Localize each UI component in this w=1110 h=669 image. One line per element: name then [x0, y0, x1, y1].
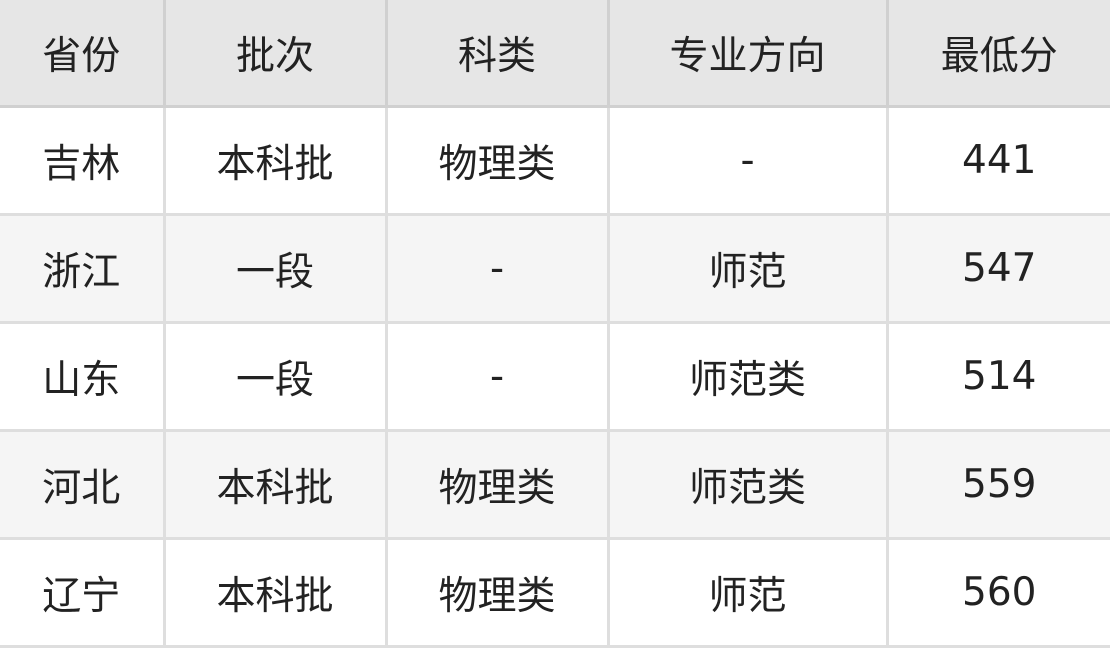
cell-min-score: 547 [885, 213, 1110, 324]
cell-min-score: 441 [885, 105, 1110, 216]
cell-major: - [606, 105, 889, 216]
header-batch: 批次 [162, 0, 388, 108]
cell-subject: - [384, 321, 610, 432]
cell-province: 浙江 [0, 213, 166, 324]
cell-major: 师范 [606, 537, 889, 648]
header-major: 专业方向 [606, 0, 889, 108]
cell-subject: 物理类 [384, 429, 610, 540]
cell-subject: 物理类 [384, 105, 610, 216]
cell-min-score: 559 [885, 429, 1110, 540]
cell-min-score: 560 [885, 537, 1110, 648]
header-row: 省份 批次 科类 专业方向 最低分 [0, 0, 1110, 108]
cell-subject: 物理类 [384, 537, 610, 648]
header-province: 省份 [0, 0, 166, 108]
table-row: 河北 本科批 物理类 师范类 559 [0, 429, 1110, 540]
cell-major: 师范 [606, 213, 889, 324]
cell-province: 吉林 [0, 105, 166, 216]
table-row: 辽宁 本科批 物理类 师范 560 [0, 537, 1110, 648]
cell-subject: - [384, 213, 610, 324]
cell-batch: 一段 [162, 321, 388, 432]
cell-min-score: 514 [885, 321, 1110, 432]
cell-province: 辽宁 [0, 537, 166, 648]
header-subject: 科类 [384, 0, 610, 108]
cell-batch: 本科批 [162, 537, 388, 648]
cell-batch: 本科批 [162, 429, 388, 540]
cell-province: 山东 [0, 321, 166, 432]
cell-province: 河北 [0, 429, 166, 540]
cell-major: 师范类 [606, 429, 889, 540]
cell-batch: 本科批 [162, 105, 388, 216]
cell-major: 师范类 [606, 321, 889, 432]
score-table: 省份 批次 科类 专业方向 最低分 吉林 本科批 物理类 -441 浙江 一段 - 师范 547… [0, 0, 1110, 648]
table-row: 山东 一段 - 师范类 514 [0, 321, 1110, 432]
header-min-score: 最低分 [885, 0, 1110, 108]
table-row: 吉林 本科批 物理类 -441 [0, 105, 1110, 216]
cell-batch: 一段 [162, 213, 388, 324]
table-row: 浙江 一段 - 师范 547 [0, 213, 1110, 324]
